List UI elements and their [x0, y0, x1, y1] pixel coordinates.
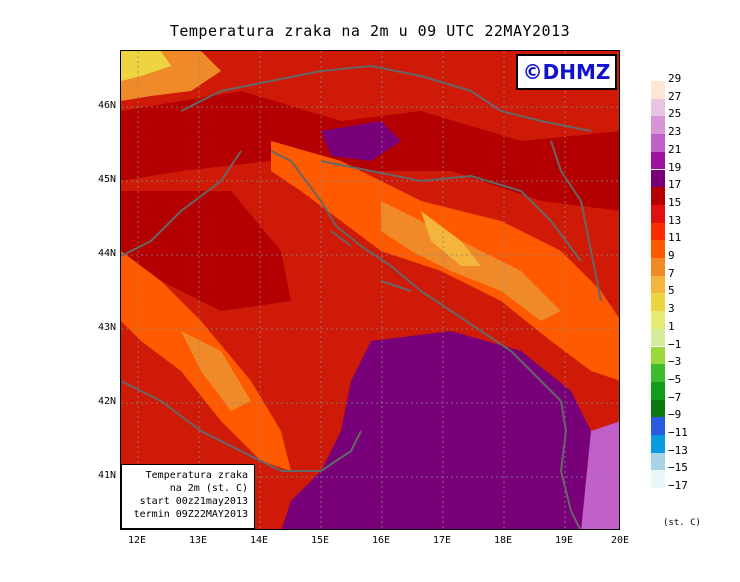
- lat-label-46n: 46N: [97, 100, 116, 111]
- legend-swatch: [651, 169, 665, 188]
- field-alpine-corner-yellow: [121, 51, 171, 81]
- lat-label-45n: 45N: [97, 174, 116, 185]
- field-purple-sea: [281, 331, 601, 529]
- legend-swatch: [651, 116, 665, 135]
- map-title: Temperatura zraka na 2m u 09 UTC 22MAY20…: [169, 22, 571, 40]
- legend-swatch: [651, 346, 665, 365]
- legend-swatch: [651, 134, 665, 152]
- border-east: [550, 140, 602, 302]
- legend-swatch: [651, 240, 665, 258]
- legend-swatch: [651, 452, 665, 471]
- field-dark-red-west: [121, 191, 291, 311]
- legend-swatch: [651, 81, 665, 99]
- lat-label-44n: 44N: [97, 248, 116, 259]
- lon-label-19e: 19E: [554, 535, 574, 546]
- legend-label: 29: [668, 72, 682, 85]
- dhmz-logo: ©DHMZ: [516, 54, 617, 90]
- legend-label: 17: [668, 178, 682, 192]
- legend-label: 27: [668, 89, 682, 103]
- temperature-map: [120, 50, 620, 530]
- legend-label: 1: [668, 319, 675, 333]
- lon-label-17e: 17E: [432, 535, 452, 546]
- legend-swatch: [651, 258, 665, 276]
- graticule: [121, 51, 619, 529]
- legend-label: 23: [668, 125, 682, 139]
- lon-label-15e: 15E: [310, 535, 330, 546]
- legend-label: 15: [668, 195, 682, 209]
- coastline-croatia: [270, 150, 562, 402]
- legend-swatch: [651, 204, 665, 223]
- legend-units: (st. C): [663, 518, 701, 528]
- legend-label: −13: [668, 443, 688, 457]
- legend-label: 13: [668, 213, 682, 227]
- legend-label: 9: [668, 249, 675, 262]
- legend-swatch: [651, 435, 665, 453]
- lon-label-12e: 12E: [127, 535, 147, 546]
- island-2: [380, 280, 412, 292]
- info-line-2: na 2m (st. C): [169, 483, 248, 494]
- legend-label: 5: [668, 284, 675, 298]
- field-purple-pannonian: [321, 121, 401, 161]
- legend-swatch: [651, 98, 665, 117]
- lon-label-13e: 13E: [188, 535, 208, 546]
- legend-swatch: [651, 187, 665, 205]
- coastline-italy: [121, 150, 362, 472]
- lat-label-42n: 42N: [97, 396, 116, 407]
- legend-label: −9: [668, 408, 682, 422]
- lat-label-43n: 43N: [97, 322, 116, 333]
- legend-label: −7: [668, 390, 682, 404]
- field-yellow-dinarides: [421, 211, 481, 266]
- map-canvas: [121, 51, 619, 529]
- lon-label-16e: 16E: [371, 535, 391, 546]
- legend-swatch: [651, 399, 665, 418]
- legend-label: −17: [668, 479, 688, 493]
- border-bih: [320, 160, 582, 262]
- info-box: Temperatura zraka na 2m (st. C) start 00…: [121, 464, 255, 529]
- legend-label: −3: [668, 355, 682, 369]
- lon-label-18e: 18E: [493, 535, 513, 546]
- coastlines: [121, 65, 602, 529]
- legend-label: 21: [668, 142, 682, 156]
- legend-label: 3: [668, 302, 675, 316]
- legend-label: −11: [668, 426, 688, 439]
- legend-swatch: [651, 417, 665, 435]
- border-north: [180, 65, 592, 132]
- legend-swatch: [651, 293, 665, 312]
- legend-label: −1: [668, 337, 682, 351]
- legend-label: 19: [668, 160, 682, 174]
- legend-swatch: [651, 328, 665, 347]
- legend-swatch: [651, 470, 665, 489]
- info-line-1: Temperatura zraka: [145, 470, 248, 481]
- field-lilac-southeast: [581, 421, 619, 529]
- lon-label-20e: 20E: [610, 535, 630, 546]
- color-legend: 29 27 25 23 21 19 17 15 13 11 9 7 5 3 1 −1 −3 −5 −7 −9 −11 −1…: [651, 72, 740, 515]
- legend-label: 25: [668, 107, 682, 121]
- info-line-3: start 00z21may2013: [139, 496, 248, 507]
- legend-swatch: [651, 222, 665, 241]
- field-yellow-apennines: [181, 331, 251, 411]
- legend-swatch: [651, 381, 665, 400]
- legend-label: 7: [668, 266, 675, 280]
- lat-label-41n: 41N: [97, 470, 116, 481]
- lon-label-14e: 14E: [249, 535, 269, 546]
- legend-label: 11: [668, 231, 682, 245]
- legend-label: −15: [668, 461, 688, 475]
- info-line-4: termin 09Z22MAY2013: [133, 509, 248, 520]
- legend-swatch: [651, 275, 665, 294]
- legend-label: −5: [668, 372, 682, 386]
- island-1: [330, 230, 352, 247]
- legend-swatch: [651, 311, 665, 329]
- legend-swatch: [651, 364, 665, 382]
- legend-swatch: [651, 151, 665, 170]
- coastline-albania: [560, 400, 582, 529]
